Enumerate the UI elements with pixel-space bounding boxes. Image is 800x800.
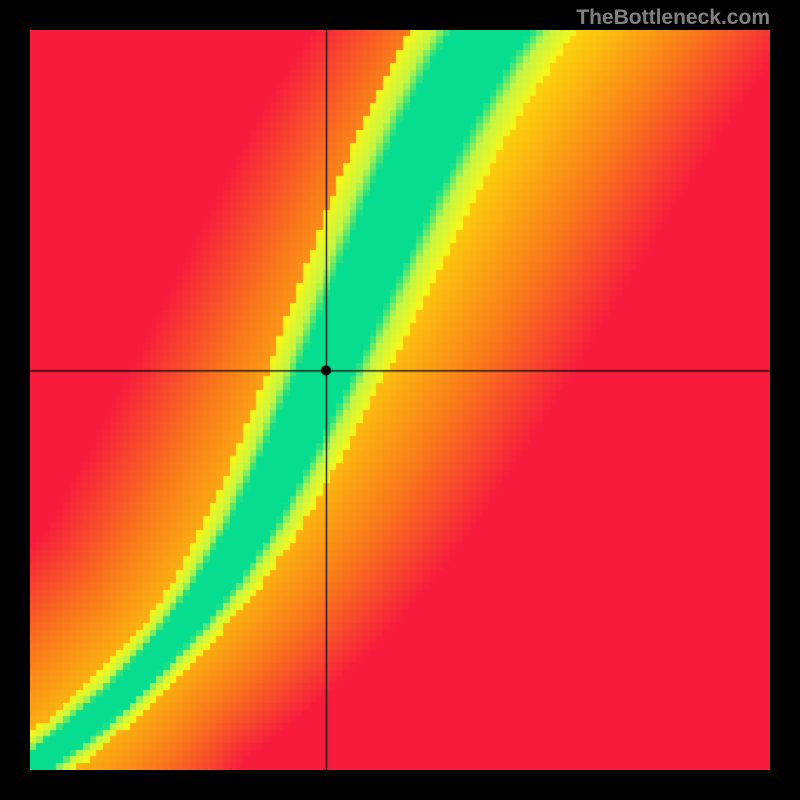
watermark-text: TheBottleneck.com (576, 6, 770, 30)
heatmap-canvas (30, 30, 770, 770)
heatmap-plot (30, 30, 770, 770)
chart-container: TheBottleneck.com (0, 0, 800, 800)
